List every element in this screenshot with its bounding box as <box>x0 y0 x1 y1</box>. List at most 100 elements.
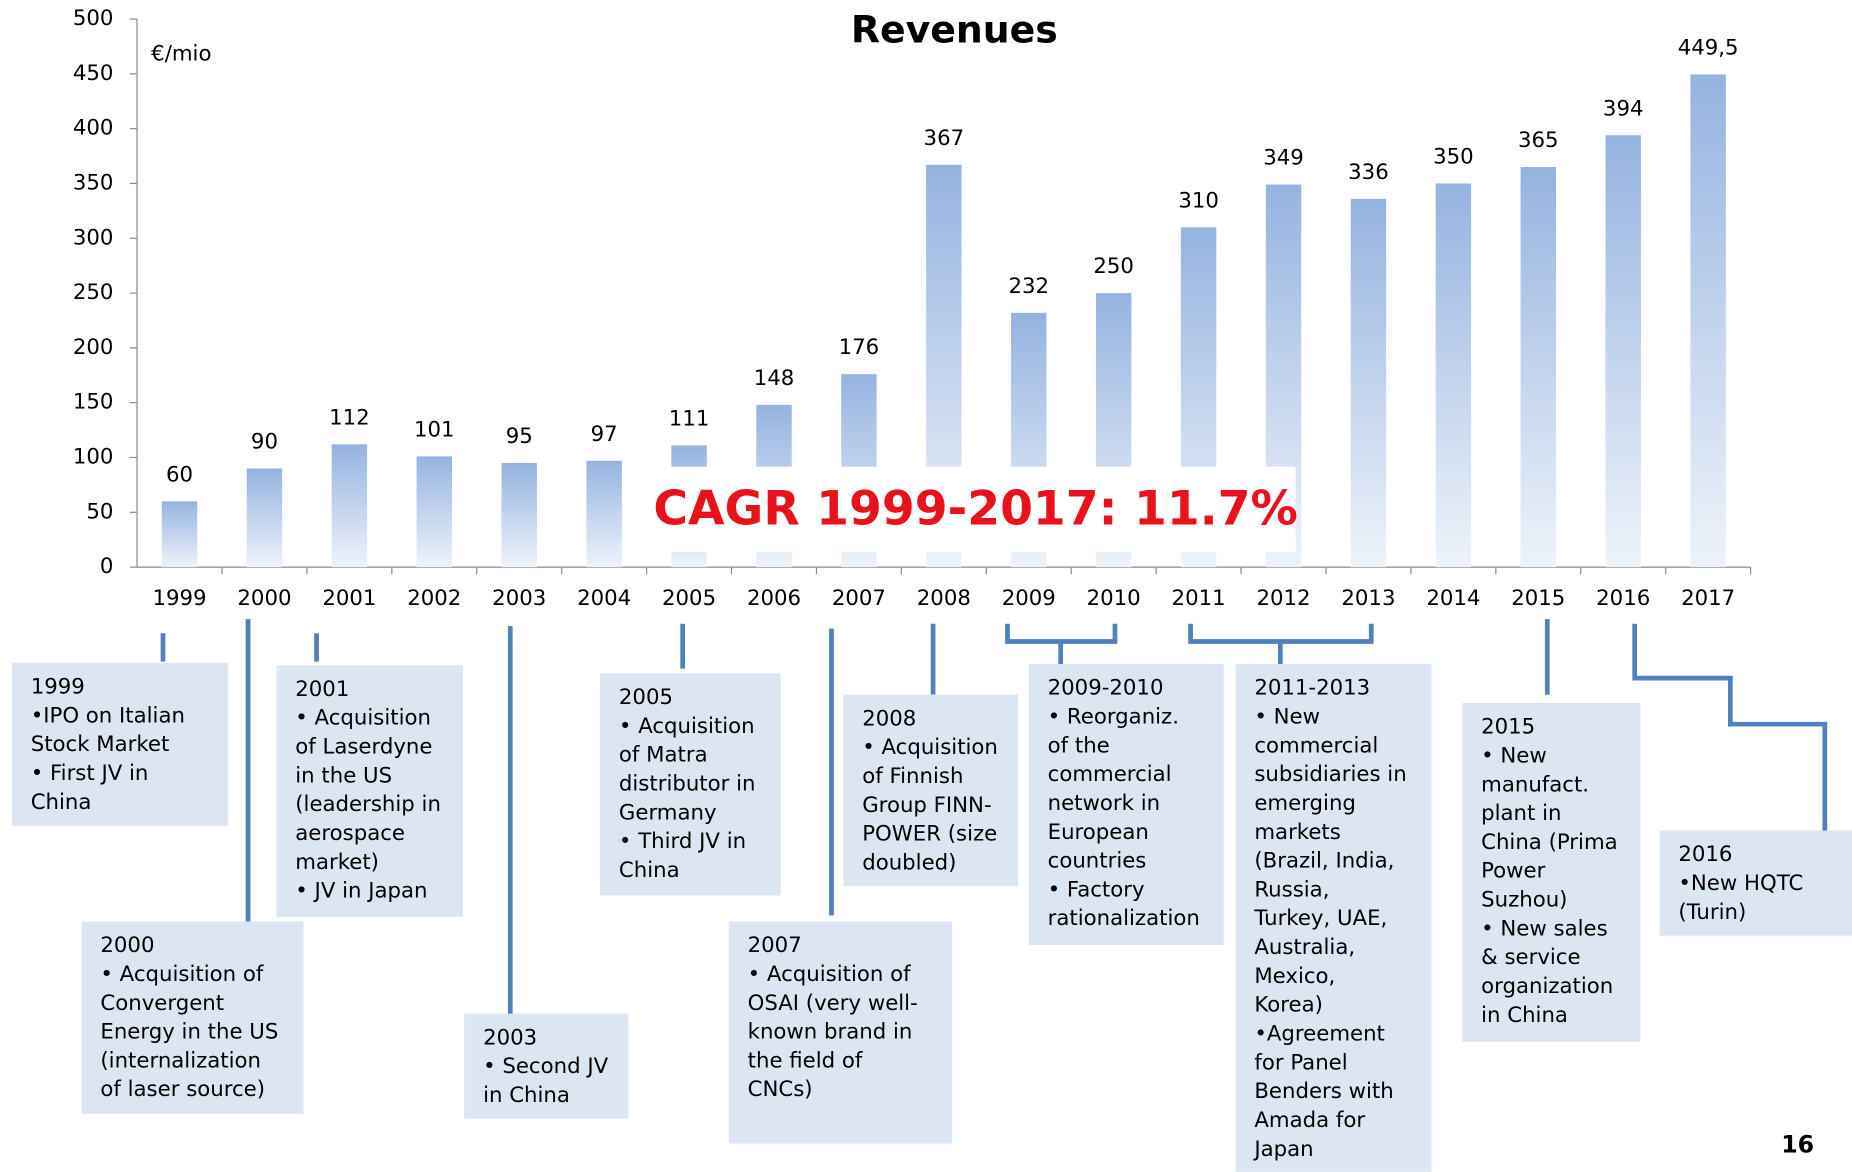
annotation-text: Mexico, <box>1254 964 1335 989</box>
value-label: 95 <box>506 424 533 449</box>
annotation-text: • New <box>1254 704 1320 729</box>
y-tick-label: 450 <box>73 61 114 86</box>
annotation-text: 2005 <box>619 685 673 710</box>
value-label: 449,5 <box>1678 35 1739 60</box>
annotation-box <box>600 673 781 896</box>
x-tick-label: 2011 <box>1172 586 1226 611</box>
connector <box>1632 623 1828 831</box>
annotation-text: commercial <box>1254 733 1378 758</box>
x-tick-label: 2007 <box>832 586 886 611</box>
annotation-text: doubled) <box>862 850 956 875</box>
annotation-box <box>1235 663 1432 1172</box>
y-tick-label: 250 <box>73 280 114 305</box>
annotation-text: 1999 <box>31 674 85 699</box>
annotation-text: 2001 <box>295 677 349 702</box>
annotation-text: manufact. <box>1481 772 1589 797</box>
annotation-box <box>1462 702 1641 1042</box>
value-label: 232 <box>1008 274 1049 299</box>
annotation-text: • Acquisition of <box>748 962 911 987</box>
annotation-text: commercial <box>1048 762 1172 787</box>
annotation-text: Russia, <box>1254 877 1329 902</box>
annotation-text: for Panel <box>1254 1050 1347 1075</box>
annotation-box <box>1028 663 1224 946</box>
annotation-text: • Acquisition of <box>100 962 263 987</box>
bar <box>1690 74 1726 568</box>
annotation-text: network in <box>1048 791 1160 816</box>
annotation-text: • Third JV in <box>619 829 746 854</box>
bar <box>1350 198 1387 568</box>
highlight-box <box>667 466 1296 552</box>
annotation-text: of Laserdyne <box>295 734 432 759</box>
x-tick-label: 2017 <box>1681 586 1735 611</box>
annotation-text: •Agreement <box>1254 1021 1385 1046</box>
x-tick-label: 2014 <box>1426 586 1480 611</box>
value-label: 367 <box>924 126 965 151</box>
value-label: 148 <box>754 366 795 391</box>
bar <box>331 444 368 568</box>
annotation-text: of Finnish <box>862 764 963 789</box>
value-label: 111 <box>669 406 710 431</box>
x-tick-label: 2013 <box>1341 586 1395 611</box>
y-tick-label: 350 <box>73 170 114 195</box>
annotation-text: 2003 <box>483 1025 537 1050</box>
annotation-text: • Second JV <box>483 1054 609 1079</box>
annotation-text: POWER (size <box>862 822 997 847</box>
annotation-text: • New <box>1481 743 1547 768</box>
annotation-text: China <box>619 858 680 883</box>
connector <box>1005 623 1118 664</box>
annotation-text: • Factory <box>1048 877 1145 902</box>
annotation-box <box>728 921 952 1144</box>
annotation-text: Amada for <box>1254 1108 1365 1133</box>
annotation-box <box>11 662 228 826</box>
bar <box>246 468 283 568</box>
annotation-text: 2000 <box>100 933 154 958</box>
bar <box>1435 183 1472 568</box>
annotation-text: China <box>31 790 92 815</box>
annotation-text: of the <box>1048 733 1110 758</box>
annotation-text: of Matra <box>619 743 708 768</box>
annotation-text: 2009-2010 <box>1048 676 1164 701</box>
annotation-text: Energy in the US <box>100 1020 278 1045</box>
connector <box>1188 623 1374 664</box>
annotation-text: markets <box>1254 820 1340 845</box>
x-tick-label: 2012 <box>1256 586 1310 611</box>
annotation-text: Power <box>1481 859 1546 884</box>
annotation-text: • Acquisition <box>295 706 431 731</box>
annotation-text: countries <box>1048 849 1147 874</box>
annotation-text: of laser source) <box>100 1077 265 1102</box>
value-label: 310 <box>1178 188 1219 213</box>
x-tick-label: 2004 <box>577 586 631 611</box>
annotation-text: (Turin) <box>1678 900 1746 925</box>
x-tick-label: 2016 <box>1596 586 1650 611</box>
annotation-text: Stock Market <box>31 732 170 757</box>
annotation-box <box>1659 830 1852 936</box>
annotation-text: • First JV in <box>31 761 149 786</box>
annotation-text: CNCs) <box>748 1077 813 1102</box>
annotation-text: • Acquisition <box>619 714 755 739</box>
annotation-text: (leadership in <box>295 792 441 817</box>
annotation-text: European <box>1048 820 1149 845</box>
value-label: 60 <box>166 462 193 487</box>
annotation-text: 2007 <box>748 933 802 958</box>
annotation-text: (Brazil, India, <box>1254 849 1394 874</box>
annotation-text: Germany <box>619 800 717 825</box>
value-label: 112 <box>329 405 370 430</box>
annotation-text: Turkey, UAE, <box>1253 906 1387 931</box>
x-tick-label: 2009 <box>1002 586 1056 611</box>
value-label: 90 <box>251 429 278 454</box>
y-tick-label: 50 <box>86 499 113 524</box>
y-unit: €/mio <box>151 41 211 66</box>
y-tick-label: 150 <box>73 390 114 415</box>
highlight: CAGR 1999-2017: 11.7% <box>653 482 1298 537</box>
chart-title: Revenues <box>851 8 1058 52</box>
annotation-text: rationalization <box>1048 906 1200 931</box>
annotation-box <box>81 921 304 1114</box>
annotation-text: emerging <box>1254 791 1356 816</box>
annotation-text: market) <box>295 850 379 875</box>
annotation-box <box>464 1013 629 1119</box>
annotation-text: China (Prima <box>1481 830 1618 855</box>
annotation-text: Convergent <box>100 991 224 1016</box>
x-tick-label: 2008 <box>917 586 971 611</box>
annotation-text: OSAI (very well- <box>748 991 918 1016</box>
